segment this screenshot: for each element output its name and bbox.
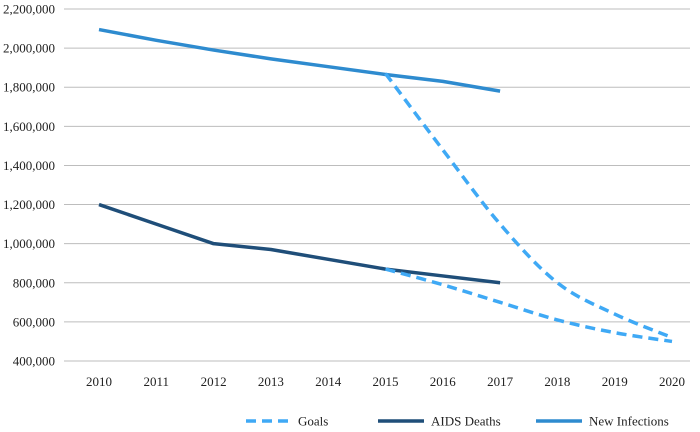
x-tick-label: 2015: [373, 374, 399, 389]
x-tick-label: 2014: [315, 374, 342, 389]
series-line-goals: [384, 72, 673, 340]
gridlines: [64, 8, 690, 362]
x-tick-label: 2020: [659, 374, 685, 389]
legend: Goals AIDS Deaths New Infections: [246, 414, 669, 429]
x-tick-label: 2012: [201, 374, 227, 389]
y-tick-label: 1,800,000: [3, 80, 55, 95]
series-line-goals: [385, 267, 673, 344]
y-tick-label: 1,400,000: [3, 158, 55, 173]
x-tick-label: 2019: [602, 374, 628, 389]
x-tick-label: 2010: [86, 374, 112, 389]
y-axis-tick-labels: 400,000 600,000 800,000 1,000,000 1,200,000 1…: [3, 2, 55, 369]
series-line-new-infections: [98, 27, 501, 93]
x-tick-label: 2017: [487, 374, 514, 389]
x-tick-label: 2018: [544, 374, 570, 389]
legend-label-goals: Goals: [298, 414, 328, 429]
y-tick-label: 600,000: [13, 314, 55, 329]
legend-label-new-infections: New Infections: [589, 414, 669, 429]
x-tick-label: 2011: [144, 374, 170, 389]
y-tick-label: 2,000,000: [3, 41, 55, 56]
x-tick-label: 2013: [258, 374, 284, 389]
series-line-aids-deaths: [98, 202, 501, 285]
y-tick-label: 800,000: [13, 275, 55, 290]
y-tick-label: 1,200,000: [3, 197, 55, 212]
y-tick-label: 400,000: [13, 354, 55, 369]
legend-label-aids-deaths: AIDS Deaths: [431, 414, 501, 429]
series-lines: [98, 27, 673, 344]
y-tick-label: 1,000,000: [3, 236, 55, 251]
x-tick-label: 2016: [430, 374, 457, 389]
x-axis-tick-labels: 2010 2011 2012 2013 2014 2015 2016 2017 2018 2019…: [86, 374, 685, 389]
y-tick-label: 2,200,000: [3, 2, 55, 17]
y-tick-label: 1,600,000: [3, 119, 55, 134]
